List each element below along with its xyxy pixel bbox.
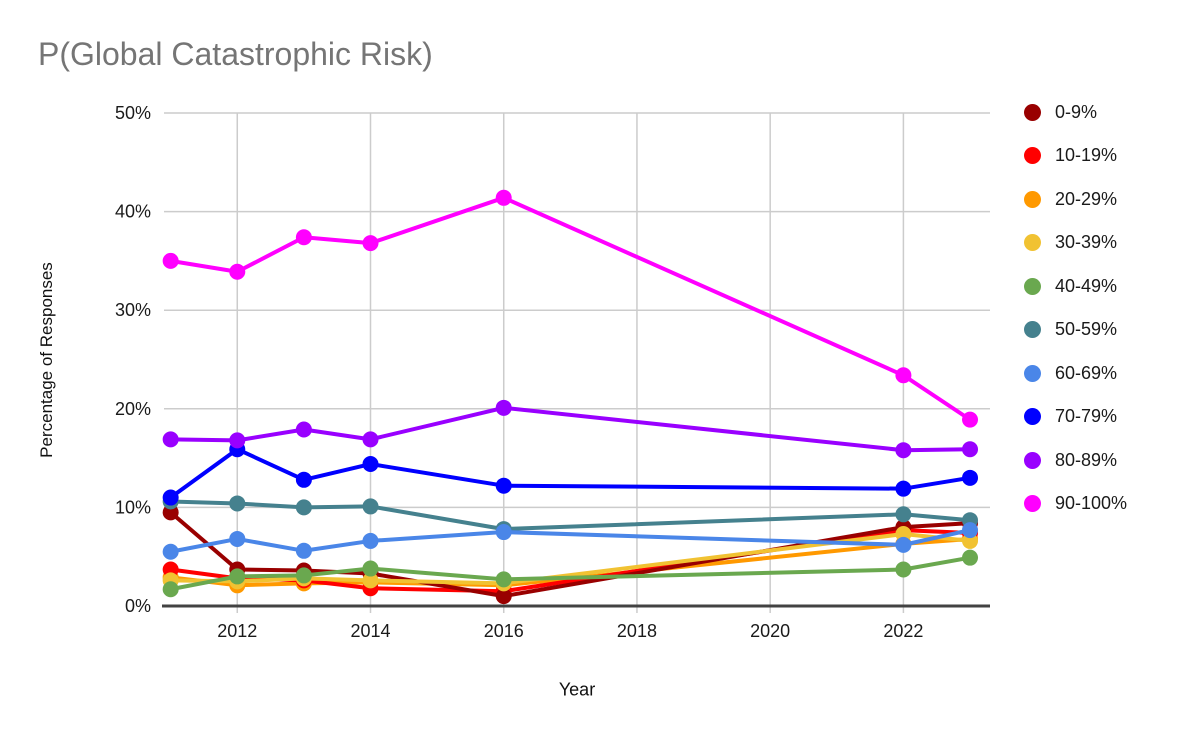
data-point-90-100%-2011[interactable] (162, 252, 179, 269)
data-point-80-89%-2012[interactable] (229, 432, 246, 449)
legend-label: 20-29% (1055, 188, 1118, 209)
legend-dot-30-39% (1024, 234, 1041, 251)
data-point-40-49%-2011[interactable] (162, 581, 179, 598)
series-line-70-79% (168, 447, 973, 500)
data-point-0-9%-2016[interactable] (495, 588, 512, 605)
data-point-90-100%-2016[interactable] (495, 189, 512, 206)
legend-item-80-89%[interactable]: 80-89% (1024, 449, 1127, 470)
data-point-70-79%-2023[interactable] (962, 469, 979, 486)
data-point-60-69%-2022[interactable] (895, 536, 912, 553)
data-point-70-79%-2022[interactable] (895, 480, 912, 497)
data-point-30-39%-2014[interactable] (362, 572, 379, 589)
data-point-90-100%-2013[interactable] (295, 229, 312, 246)
data-point-60-69%-2016[interactable] (495, 524, 512, 541)
x-tick-label-2018: 2018 (617, 621, 657, 641)
legend-item-0-9%[interactable]: 0-9% (1024, 101, 1127, 122)
y-tick-label-50%: 50% (115, 103, 151, 123)
chart-title: P(Global Catastrophic Risk) (38, 36, 433, 72)
data-point-80-89%-2023[interactable] (962, 441, 979, 458)
data-point-90-100%-2022[interactable] (895, 367, 912, 384)
data-point-40-49%-2014[interactable] (362, 560, 379, 577)
y-tick-label-20%: 20% (115, 399, 151, 419)
legend-item-30-39%[interactable]: 30-39% (1024, 232, 1127, 252)
legend-item-60-69%[interactable]: 60-69% (1024, 362, 1127, 383)
x-tick-label-2016: 2016 (484, 621, 524, 641)
data-point-80-89%-2013[interactable] (295, 421, 312, 438)
legend-item-90-100%[interactable]: 90-100% (1024, 493, 1128, 513)
legend-item-20-29%[interactable]: 20-29% (1024, 188, 1127, 209)
series-line-50-59% (168, 499, 973, 532)
data-point-40-49%-2023[interactable] (962, 549, 979, 566)
data-point-50-59%-2014[interactable] (362, 498, 379, 515)
legend-dot-80-89% (1024, 451, 1041, 469)
data-point-90-100%-2023[interactable] (962, 411, 979, 428)
data-point-80-89%-2016[interactable] (495, 399, 512, 416)
legend-label: 10-19% (1055, 145, 1118, 165)
data-point-70-79%-2014[interactable] (362, 456, 379, 473)
data-point-60-69%-2014[interactable] (362, 532, 379, 549)
series-line-90-100% (168, 195, 973, 422)
legend-item-50-59%[interactable]: 50-59% (1024, 319, 1127, 339)
data-point-70-79%-2016[interactable] (495, 477, 512, 494)
legend-label: 30-39% (1055, 232, 1118, 252)
legend-label: 90-100% (1055, 493, 1128, 513)
legend-label: 40-49% (1055, 275, 1118, 296)
legend: 0-9% 10-19% 20-29% 30-39% 40-49% 50-59% 60-69%… (1024, 101, 1128, 538)
x-tick-label-2020: 2020 (750, 621, 790, 641)
legend-dot-60-69% (1024, 364, 1041, 382)
data-point-60-69%-2023[interactable] (962, 522, 979, 539)
legend-dot-20-29% (1024, 190, 1041, 208)
legend-item-40-49%[interactable]: 40-49% (1024, 275, 1127, 296)
data-point-80-89%-2011[interactable] (162, 431, 179, 448)
y-tick-label-0%: 0% (125, 596, 151, 616)
series-line-80-89% (168, 405, 973, 453)
data-point-80-89%-2022[interactable] (895, 442, 912, 459)
data-point-60-69%-2011[interactable] (162, 543, 179, 560)
data-point-60-69%-2013[interactable] (295, 542, 312, 559)
x-tick-label-2012: 2012 (217, 621, 257, 641)
x-tick-label-2014: 2014 (350, 621, 390, 641)
data-point-50-59%-2012[interactable] (229, 495, 246, 512)
legend-label: 60-69% (1055, 362, 1118, 383)
data-point-60-69%-2012[interactable] (229, 530, 246, 547)
legend-label: 80-89% (1055, 449, 1118, 470)
data-point-90-100%-2014[interactable] (362, 235, 379, 252)
data-point-40-49%-2016[interactable] (495, 571, 512, 588)
x-axis-title: Year (558, 679, 596, 700)
x-tick-label-2022: 2022 (883, 621, 923, 641)
legend-item-70-79%[interactable]: 70-79% (1024, 406, 1127, 426)
legend-dot-50-59% (1024, 321, 1041, 338)
data-point-50-59%-2022[interactable] (895, 506, 912, 523)
legend-dot-10-19% (1024, 147, 1041, 164)
data-point-40-49%-2012[interactable] (229, 568, 246, 585)
legend-dot-40-49% (1024, 277, 1041, 295)
legend-label: 50-59% (1055, 319, 1118, 339)
legend-label: 70-79% (1055, 406, 1118, 426)
data-point-50-59%-2013[interactable] (295, 499, 312, 516)
y-tick-label-10%: 10% (115, 497, 151, 517)
legend-dot-90-100% (1024, 495, 1041, 512)
data-point-40-49%-2013[interactable] (295, 567, 312, 584)
legend-dot-70-79% (1024, 408, 1041, 425)
legend-label: 0-9% (1055, 101, 1098, 122)
data-point-40-49%-2022[interactable] (895, 561, 912, 578)
y-tick-label-40%: 40% (115, 202, 151, 222)
data-point-70-79%-2011[interactable] (162, 489, 179, 506)
data-point-70-79%-2013[interactable] (295, 471, 312, 488)
legend-dot-0-9% (1024, 103, 1041, 121)
y-tick-label-30%: 30% (115, 300, 151, 320)
data-point-80-89%-2014[interactable] (362, 431, 379, 448)
legend-item-10-19%[interactable]: 10-19% (1024, 145, 1127, 165)
data-point-90-100%-2012[interactable] (229, 263, 246, 280)
